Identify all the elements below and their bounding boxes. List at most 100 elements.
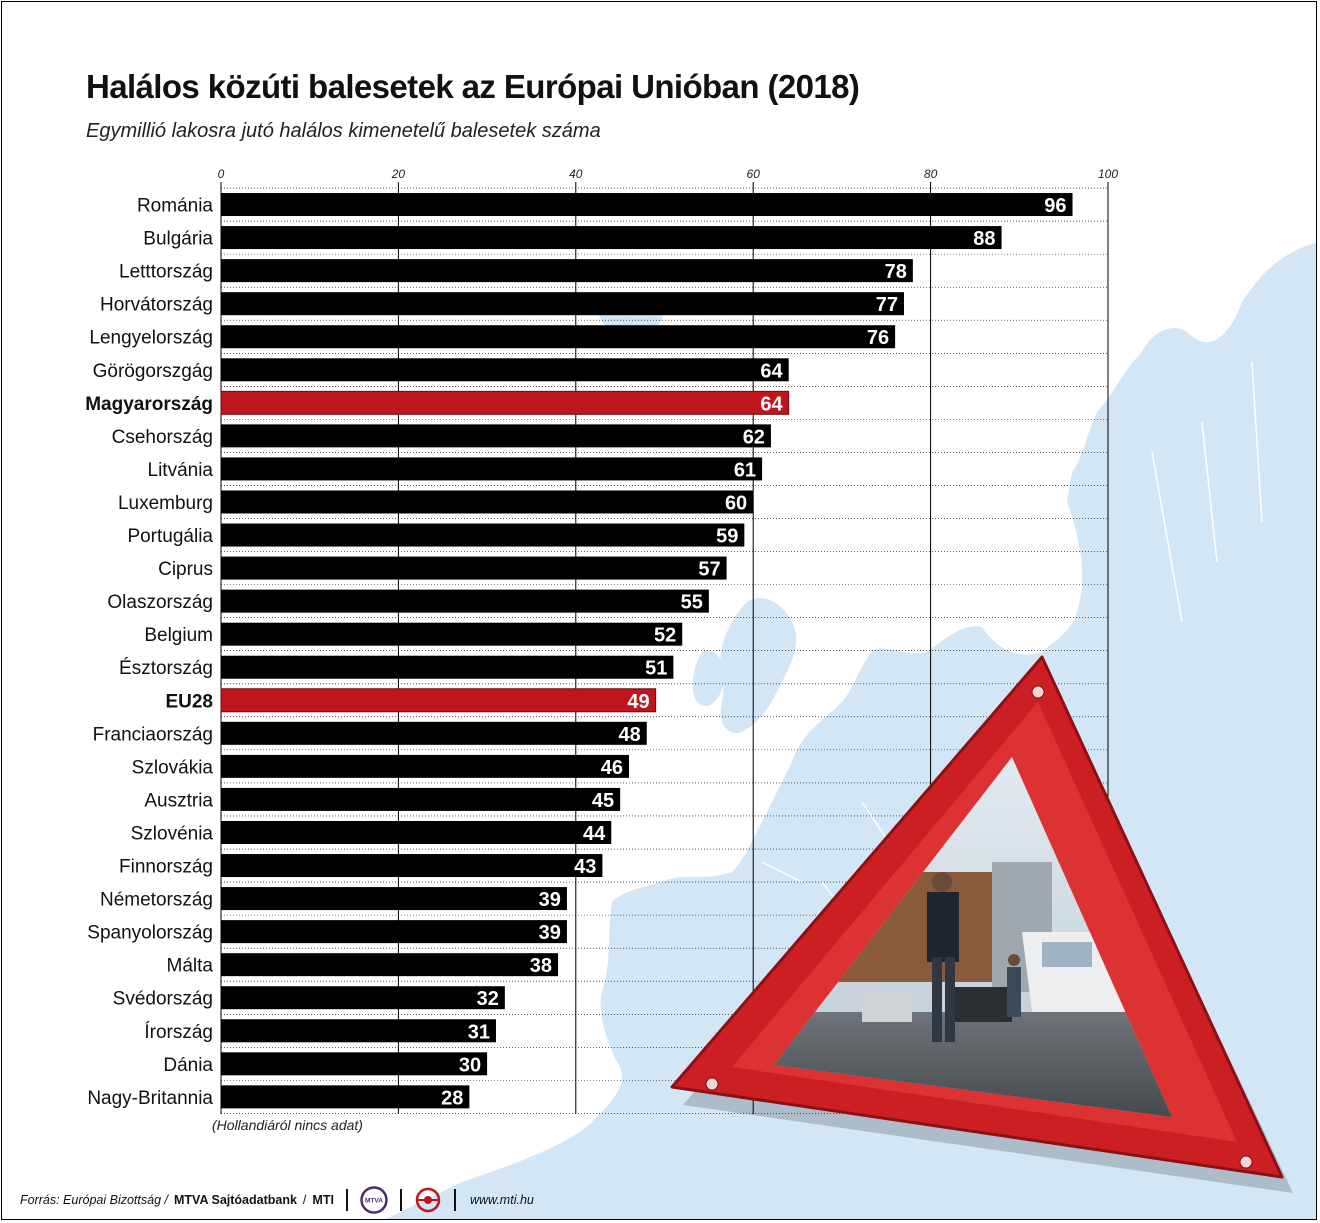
category-label: EU28 — [165, 691, 213, 712]
value-label: 28 — [441, 1087, 463, 1109]
bar — [221, 986, 505, 1010]
bar — [221, 556, 727, 580]
value-label: 43 — [574, 856, 596, 878]
value-label: 96 — [1044, 195, 1066, 217]
map-scandinavia — [1152, 303, 1316, 655]
bar — [221, 490, 754, 514]
bar — [221, 1019, 496, 1043]
bar — [220, 390, 790, 415]
bar — [221, 589, 709, 613]
category-label: Szlovákia — [132, 757, 214, 778]
value-label: 76 — [867, 327, 889, 349]
category-label: Spanyolország — [87, 923, 213, 944]
category-label: Letttország — [119, 262, 213, 283]
bar — [221, 523, 745, 547]
footer: Forrás: Európai Bizottság / MTVA Sajtóad… — [20, 1185, 620, 1215]
reflector-dot-top — [1031, 685, 1045, 699]
x-tick-label: 20 — [391, 167, 406, 181]
reflector-dot-left — [705, 1077, 719, 1091]
value-label: 30 — [459, 1054, 481, 1076]
map-ireland — [692, 651, 725, 706]
value-label: 64 — [760, 360, 783, 382]
value-label: 39 — [539, 889, 561, 911]
bar — [221, 754, 630, 778]
bar — [221, 721, 647, 745]
category-label: Nagy-Britannia — [87, 1088, 213, 1109]
value-label: 49 — [627, 691, 649, 713]
bar — [221, 358, 789, 382]
bar — [220, 688, 657, 713]
footer-source-mti: MTI — [312, 1193, 334, 1207]
bar — [221, 920, 567, 944]
category-label: Svédország — [113, 989, 213, 1010]
mti-logo-icon — [415, 1187, 441, 1213]
value-label: 32 — [477, 988, 499, 1010]
category-label: Ciprus — [158, 559, 213, 580]
category-label: Csehország — [112, 427, 213, 448]
category-label: Finnország — [119, 857, 213, 878]
category-label: Ausztria — [144, 790, 213, 811]
bar — [221, 820, 612, 844]
value-label: 77 — [876, 294, 898, 316]
category-label: Dánia — [163, 1055, 213, 1076]
category-label: Málta — [167, 956, 214, 977]
category-label: Bulgária — [143, 229, 213, 250]
category-labels: Románia Bulgária Letttország Horvátország Le… — [85, 196, 213, 1109]
bar — [221, 1085, 470, 1109]
category-label: Írország — [144, 1022, 213, 1043]
category-label: Magyarország — [85, 394, 213, 415]
value-label: 51 — [645, 658, 667, 680]
reflector-dot-right — [1239, 1155, 1253, 1169]
value-label: 46 — [601, 757, 623, 779]
category-label: Szlovénia — [131, 823, 214, 844]
bar — [221, 226, 1002, 250]
footer-separator — [345, 1189, 348, 1211]
value-label: 57 — [698, 559, 720, 581]
value-label: 59 — [716, 526, 738, 548]
value-label: 48 — [619, 724, 641, 746]
category-label: Portugália — [127, 526, 213, 547]
chart-subtitle: Egymillió lakosra jutó halálos kimenetel… — [86, 120, 601, 142]
category-label: Olaszország — [107, 592, 213, 613]
category-label: Franciaország — [93, 724, 213, 745]
footer-source-slash: / — [302, 1193, 307, 1207]
chart-title: Halálos közúti balesetek az Európai Unió… — [86, 68, 860, 105]
category-label: Belgium — [144, 625, 213, 646]
map-britain — [720, 598, 797, 733]
category-label: Észtország — [119, 658, 213, 679]
category-label: Németország — [100, 890, 213, 911]
value-label: 31 — [468, 1021, 490, 1043]
category-label: Litvánia — [148, 460, 214, 481]
bar — [221, 325, 896, 349]
bar — [221, 787, 621, 811]
bar — [221, 424, 771, 448]
bar — [221, 193, 1073, 217]
footer-url: www.mti.hu — [469, 1193, 534, 1207]
footer-separator — [453, 1189, 456, 1211]
value-label: 52 — [654, 625, 676, 647]
x-tick-label: 100 — [1098, 167, 1118, 181]
x-tick-label: 80 — [924, 167, 938, 181]
footer-separator — [399, 1189, 402, 1211]
value-label: 62 — [743, 426, 765, 448]
mtva-logo-icon: MTVA — [360, 1186, 388, 1214]
bar — [221, 854, 603, 878]
x-ticks: 0 20 40 60 80 100 — [218, 167, 1119, 181]
bar — [221, 457, 763, 481]
category-label: Románia — [137, 196, 213, 217]
value-label: 55 — [681, 592, 703, 614]
category-label: Görögorszgág — [93, 361, 213, 382]
bar — [221, 953, 559, 977]
value-label: 38 — [530, 955, 552, 977]
bar — [221, 622, 683, 646]
bar — [221, 887, 567, 911]
value-label: 39 — [539, 922, 561, 944]
x-tick-label: 40 — [569, 167, 583, 181]
x-tick-label: 0 — [218, 167, 225, 181]
value-label: 61 — [734, 459, 756, 481]
bar — [221, 655, 674, 679]
